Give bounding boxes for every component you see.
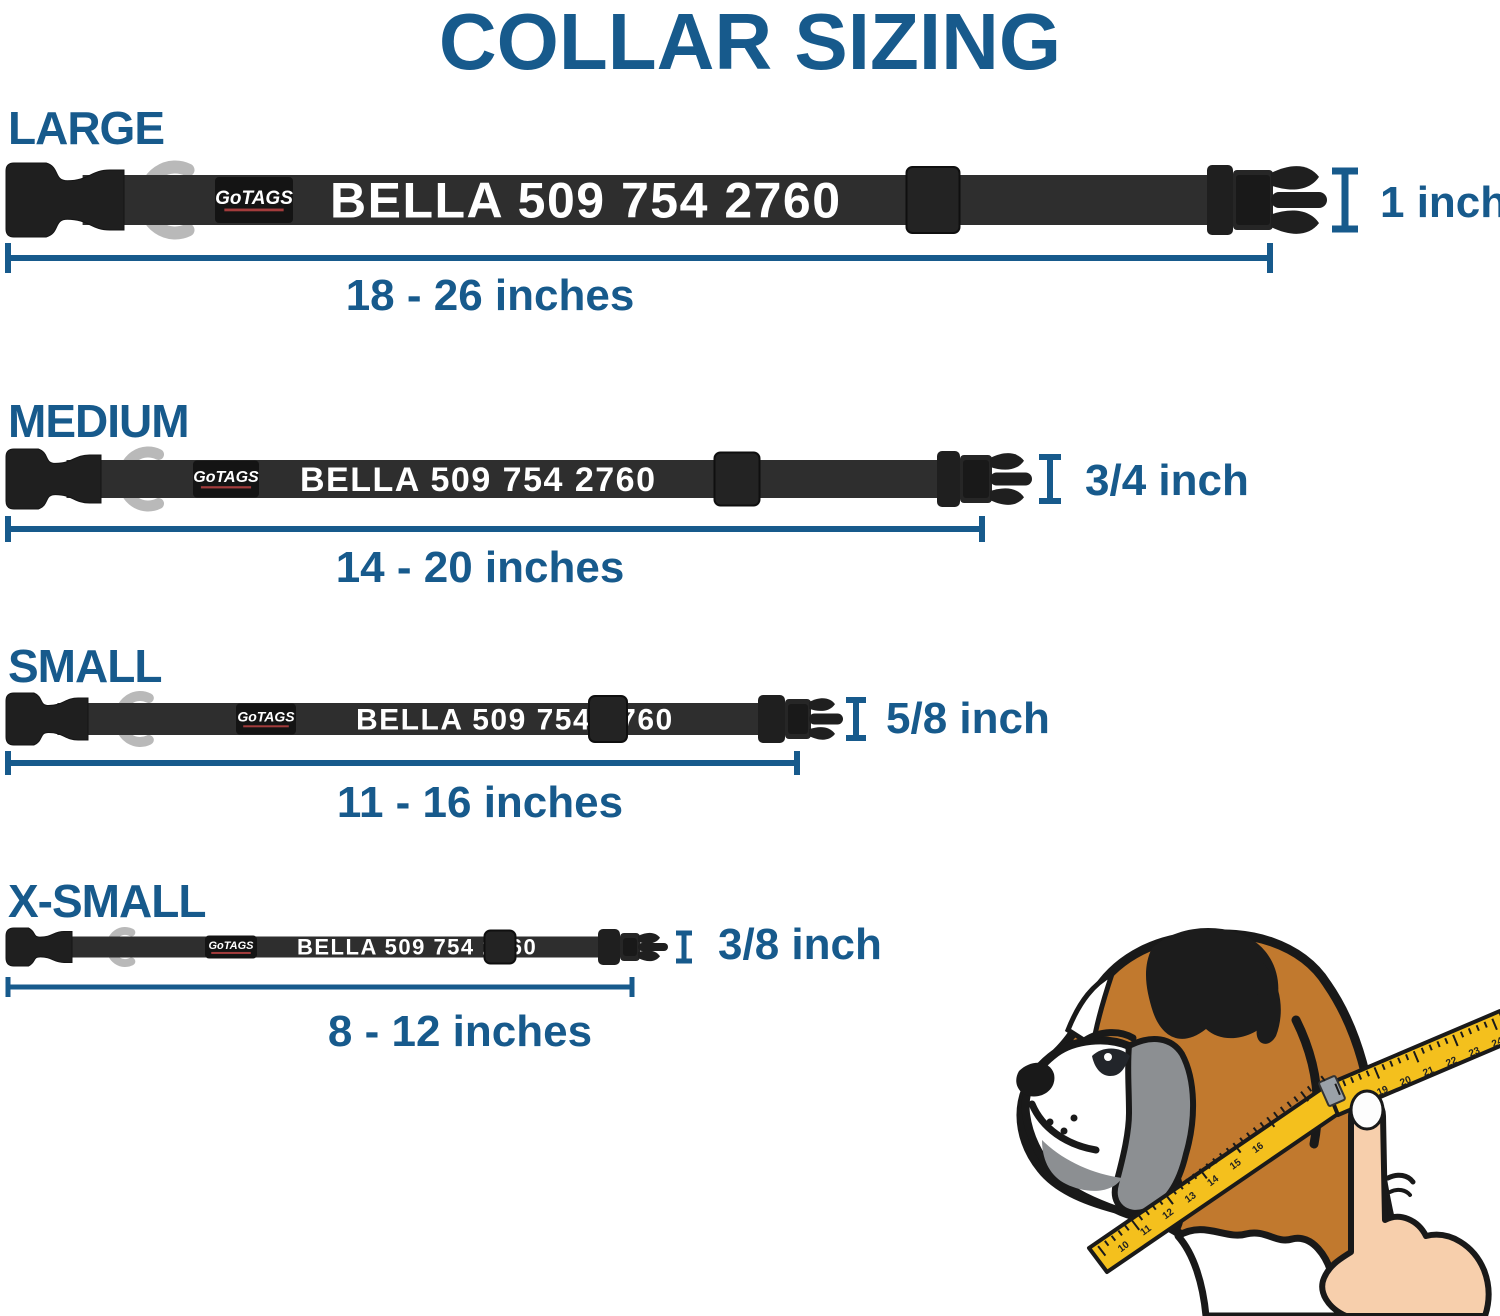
dog-nose — [1016, 1062, 1055, 1097]
buckle-cap — [598, 929, 620, 965]
buckle-female-icon — [5, 927, 73, 967]
dog-whisker-dot — [1060, 1127, 1068, 1135]
tri-glide-slider-icon — [483, 929, 517, 965]
buckle-prong-bottom — [638, 950, 660, 962]
dog-head — [1016, 927, 1417, 1316]
dog-ear — [1145, 927, 1279, 1039]
range-label-large: 18 - 26 inches — [345, 271, 635, 320]
collar-personalization-text: BELLA 509 754 2760 — [300, 461, 657, 499]
buckle-prong-top — [809, 698, 835, 711]
buckle-prong-bottom — [809, 727, 835, 740]
width-bracket-large — [1332, 167, 1358, 233]
brand-logo-underline — [243, 725, 289, 728]
dog-whisker-dot — [1046, 1118, 1054, 1126]
buckle-prong-top — [638, 932, 660, 944]
width-bracket-small — [846, 697, 866, 741]
width-bracket-x-small — [676, 930, 692, 964]
measurement-line-large — [5, 243, 1273, 273]
collar-strap — [57, 703, 768, 735]
buckle-tongue — [990, 472, 1032, 486]
size-label-x-small: X-SMALL — [8, 875, 206, 927]
collar-small: GoTAGS BELLA 509 754 2760 — [5, 691, 843, 747]
tri-glide-slider-icon — [905, 166, 961, 234]
buckle-male-inner — [1236, 175, 1270, 225]
width-label-medium: 3/4 inch — [1085, 456, 1249, 505]
buckle-tongue — [638, 943, 668, 951]
buckle-cap — [1207, 165, 1233, 235]
size-label-medium: MEDIUM — [8, 395, 190, 447]
tape-end-clip — [1318, 1075, 1346, 1107]
collar-personalization-text: BELLA 509 754 2760 — [330, 173, 842, 229]
measurement-line-medium — [5, 516, 985, 542]
buckle-female-icon — [5, 448, 102, 510]
brand-logo-text: GoTAGS — [237, 709, 295, 725]
buckle-prong-bottom — [1271, 210, 1319, 234]
buckle-prong-bottom — [990, 488, 1024, 505]
buckle-prong-top — [990, 453, 1024, 470]
page-title: COLLAR SIZING — [438, 0, 1062, 86]
dog-gray-jowl — [1042, 1140, 1122, 1191]
collar-x-small: GoTAGS BELLA 509 754 2760 — [5, 927, 668, 967]
dog-ear-fold — [1250, 962, 1281, 1044]
buckle-female-icon — [5, 692, 89, 746]
tape-tick-marks — [1097, 1075, 1326, 1257]
measurement-line-small — [5, 751, 800, 775]
brand-logo-underline — [200, 486, 252, 489]
knuckle-line — [1385, 1172, 1416, 1185]
buckle-male-inner — [963, 460, 989, 498]
buckle-male-inner — [788, 704, 808, 734]
hand — [1319, 1089, 1492, 1316]
collar-strap — [46, 936, 608, 958]
tape-tick-marks — [1334, 1018, 1498, 1096]
knuckle-line — [1388, 1187, 1412, 1197]
brand-logo-underline — [224, 208, 284, 212]
measurement-line-x-small — [5, 977, 635, 997]
hand-shape — [1319, 1096, 1492, 1316]
dog-mouth-line — [1028, 1100, 1100, 1154]
dog-eye-glint — [1104, 1053, 1112, 1061]
buckle-male-inner — [623, 938, 637, 956]
buckle-tongue — [1271, 192, 1327, 208]
buckle-cap — [758, 695, 785, 743]
range-label-medium: 14 - 20 inches — [335, 543, 625, 592]
width-label-small: 5/8 inch — [886, 694, 1050, 743]
brand-patch — [215, 177, 293, 223]
collar-medium: GoTAGS BELLA 509 754 2760 — [5, 446, 1032, 512]
size-label-small: SMALL — [8, 640, 162, 692]
buckle-cap — [937, 451, 960, 507]
tri-glide-slider-icon — [588, 695, 628, 743]
buckle-tongue — [809, 713, 843, 725]
brand-logo-text: GoTAGS — [193, 469, 259, 486]
range-label-small: 11 - 16 inches — [336, 778, 624, 827]
brand-logo-underline — [211, 951, 251, 954]
width-label-x-small: 3/8 inch — [718, 920, 882, 969]
brand-logo-text: GoTAGS — [215, 188, 293, 209]
width-label-large: 1 inch — [1380, 178, 1500, 227]
dog-measuring-illustration: 10 11 12 13 14 15 16 18 19 20 21 22 23 2… — [1016, 927, 1500, 1316]
buckle-prong-top — [1271, 166, 1319, 190]
collar-large: GoTAGS BELLA 509 754 2760 — [5, 160, 1327, 240]
dog-chest-white — [1174, 1226, 1342, 1316]
fingertip — [1349, 1089, 1385, 1131]
range-label-x-small: 8 - 12 inches — [327, 1007, 593, 1056]
tri-glide-slider-icon — [713, 451, 761, 507]
dog-brow-line — [1082, 1029, 1137, 1044]
dog-eye — [1092, 1048, 1130, 1076]
buckle-female-icon — [5, 162, 125, 238]
brand-logo-text: GoTAGS — [208, 940, 254, 952]
width-bracket-medium — [1039, 454, 1061, 504]
size-label-large: LARGE — [8, 102, 165, 154]
dog-whisker-dot — [1070, 1114, 1078, 1122]
